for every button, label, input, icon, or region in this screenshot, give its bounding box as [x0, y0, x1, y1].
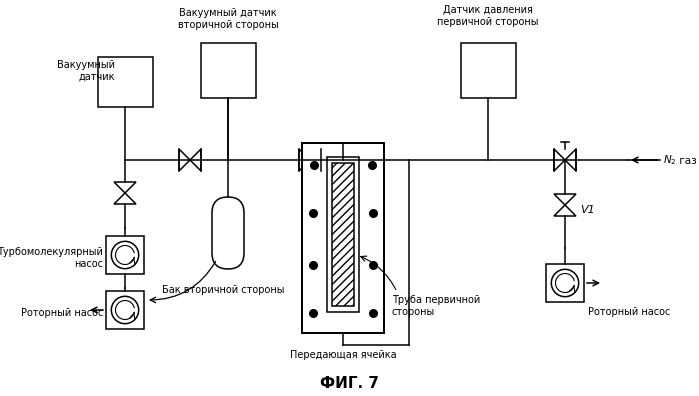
Bar	[546, 264, 584, 302]
Bar	[201, 43, 256, 98]
Text: Вакуумный
датчик: Вакуумный датчик	[57, 60, 115, 82]
Text: газ: газ	[676, 156, 697, 166]
Text: Датчик давления
первичной стороны: Датчик давления первичной стороны	[438, 5, 539, 27]
Bar	[106, 236, 144, 274]
Text: V1: V1	[580, 205, 595, 215]
Bar	[98, 57, 153, 107]
Text: Труба первичной
стороны: Труба первичной стороны	[392, 295, 480, 316]
Text: Вакуумный датчик
вторичной стороны: Вакуумный датчик вторичной стороны	[178, 8, 278, 30]
Bar	[106, 291, 144, 329]
Text: Передающая ячейка: Передающая ячейка	[289, 350, 396, 360]
Bar	[327, 157, 359, 312]
Text: Роторный насос: Роторный насос	[588, 307, 670, 317]
Text: ФИГ. 7: ФИГ. 7	[319, 377, 378, 392]
Bar	[302, 143, 384, 333]
Text: Бак вторичной стороны: Бак вторичной стороны	[161, 285, 284, 295]
Text: Роторный насос: Роторный насос	[21, 308, 103, 318]
Bar	[461, 43, 516, 98]
Bar	[332, 163, 354, 306]
Text: Турбомолекулярный
насос: Турбомолекулярный насос	[0, 247, 103, 269]
Text: $N_2$: $N_2$	[663, 153, 677, 167]
